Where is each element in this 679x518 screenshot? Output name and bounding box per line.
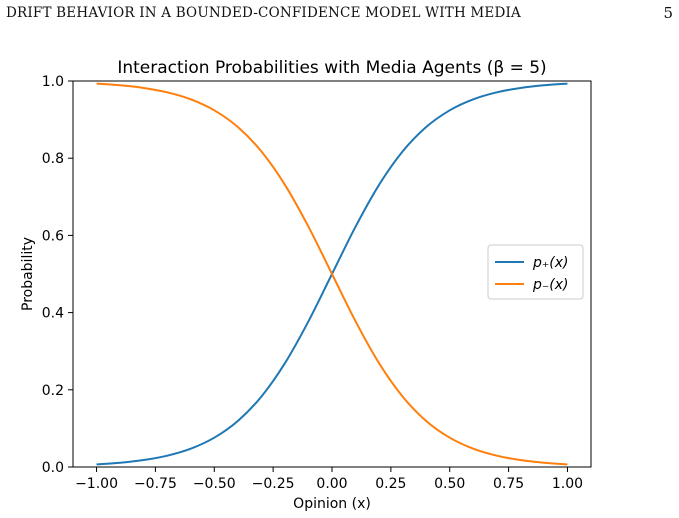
y-axis: 0.0 0.2 0.4 0.6 0.8 1.0 xyxy=(42,74,73,476)
x-axis: −1.00 −0.75 −0.50 −0.25 0.00 0.25 0.50 0.75 1.00 xyxy=(75,467,583,492)
x-tick-label: 0.75 xyxy=(493,476,524,492)
x-tick-label: 0.00 xyxy=(316,476,347,492)
plot-area xyxy=(96,82,568,466)
y-tick-label: 0.2 xyxy=(42,383,64,399)
chart-title: Interaction Probabilities with Media Age… xyxy=(117,58,546,78)
y-tick-label: 0.8 xyxy=(42,151,64,167)
x-tick-label: 0.50 xyxy=(434,476,465,492)
x-axis-label: Opinion (x) xyxy=(293,496,371,512)
legend-label: p₋(x) xyxy=(532,277,569,293)
x-tick-label: −0.75 xyxy=(134,476,177,492)
y-tick-label: 0.0 xyxy=(42,460,64,476)
x-tick-label: 0.25 xyxy=(375,476,406,492)
legend-label: p₊(x) xyxy=(532,255,569,271)
page-number: 5 xyxy=(663,4,673,22)
y-tick-label: 0.4 xyxy=(42,306,64,322)
x-tick-label: −1.00 xyxy=(75,476,118,492)
legend: p₊(x) p₋(x) xyxy=(487,244,584,300)
running-head: DRIFT BEHAVIOR IN A BOUNDED-CONFIDENCE M… xyxy=(6,5,521,21)
y-tick-label: 1.0 xyxy=(42,74,64,90)
y-axis-label: Probability xyxy=(20,237,36,311)
x-tick-label: −0.50 xyxy=(193,476,236,492)
x-tick-label: −0.25 xyxy=(252,476,295,492)
y-tick-label: 0.6 xyxy=(42,228,64,244)
series-line-p-minus xyxy=(96,82,568,466)
x-tick-label: 1.00 xyxy=(552,476,583,492)
legend-box xyxy=(487,244,584,300)
